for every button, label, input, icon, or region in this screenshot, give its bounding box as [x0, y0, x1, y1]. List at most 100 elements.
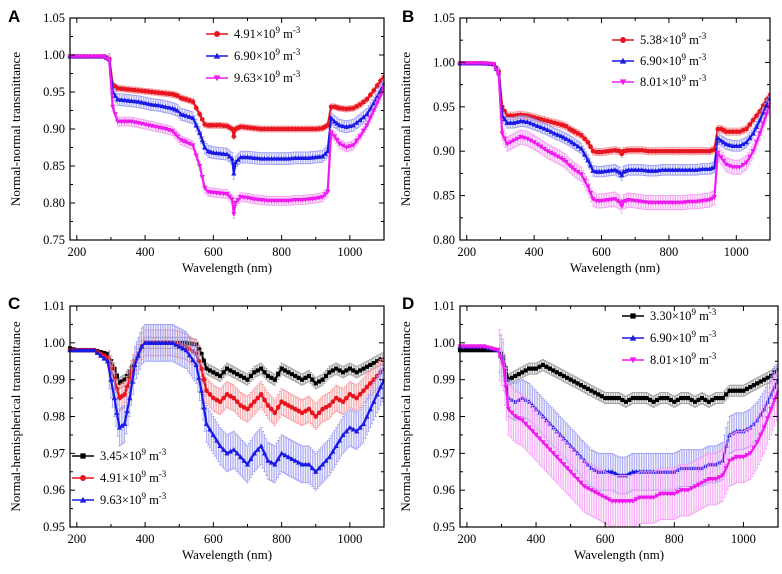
data-point: [693, 199, 699, 205]
data-point: [299, 155, 305, 160]
data-point: [201, 359, 207, 364]
data-point: [703, 166, 709, 172]
data-point: [231, 134, 237, 139]
data-point: [357, 102, 363, 107]
y-tick-label: 0.80: [433, 233, 455, 247]
panel-b: B 200 400 600 800 1000 0.80 0.85 0.90 0.95 1.00 1.0…: [398, 7, 772, 275]
data-point: [166, 91, 172, 97]
data-point: [300, 377, 305, 382]
data-point: [686, 199, 692, 205]
data-point: [262, 397, 267, 403]
data-point: [744, 126, 749, 132]
data-point: [683, 167, 689, 172]
data-point: [368, 92, 373, 98]
data-point: [747, 135, 753, 140]
legend-marker: [214, 31, 220, 37]
y-tick-label: 0.95: [43, 85, 65, 99]
data-point: [368, 362, 373, 368]
data-point: [245, 125, 250, 130]
data-point: [265, 373, 271, 379]
data-point: [588, 144, 593, 150]
data-point: [214, 150, 220, 156]
data-point: [142, 100, 148, 106]
data-point: [730, 129, 736, 135]
data-point: [201, 377, 207, 383]
data-point: [218, 373, 223, 379]
data-point: [689, 167, 696, 172]
legend-item-red: 4.91×109 m-3: [206, 25, 301, 41]
legend-item-red: 5.38×109 m-3: [612, 31, 707, 47]
data-point: [693, 148, 699, 154]
y-tick-label: 1.00: [43, 48, 65, 62]
data-point: [683, 200, 689, 205]
data-point: [325, 189, 331, 195]
data-point: [292, 155, 298, 160]
data-point: [538, 124, 544, 130]
data-point: [139, 88, 145, 94]
data-point: [676, 167, 682, 172]
data-point: [730, 165, 736, 170]
data-point: [718, 155, 724, 161]
data-point: [673, 200, 679, 206]
data-point: [642, 167, 648, 173]
data-point: [331, 134, 338, 139]
data-point: [764, 111, 770, 117]
x-tick-label: 200: [67, 245, 86, 259]
data-point: [617, 200, 623, 206]
data-point: [115, 85, 121, 91]
data-point: [340, 123, 346, 129]
data-point: [204, 388, 209, 394]
data-point: [313, 196, 319, 202]
data-point: [563, 136, 569, 141]
data-point: [344, 106, 349, 112]
data-point: [340, 399, 346, 405]
data-point: [320, 406, 325, 412]
data-point: [371, 108, 377, 114]
data-point: [231, 170, 237, 176]
data-point: [238, 154, 244, 160]
data-point: [276, 372, 281, 377]
data-point: [112, 93, 118, 98]
data-point: [569, 139, 575, 145]
data-point: [733, 129, 739, 135]
data-point: [159, 103, 165, 109]
data-point: [715, 150, 721, 156]
data-point: [347, 392, 353, 397]
data-point: [340, 143, 346, 149]
data-point: [186, 114, 193, 119]
panel-letter: C: [8, 294, 20, 313]
data-point: [747, 154, 753, 160]
data-point: [652, 200, 659, 206]
data-point: [743, 139, 750, 145]
data-point: [84, 54, 90, 60]
data-point: [659, 148, 665, 154]
data-point: [310, 377, 315, 382]
legend-marker: [620, 37, 626, 43]
data-point: [330, 399, 336, 405]
data-point: [202, 144, 208, 150]
data-point: [361, 99, 366, 105]
data-point: [757, 131, 763, 137]
data-point: [197, 111, 203, 117]
data-point: [70, 54, 77, 60]
data-point: [666, 200, 672, 206]
data-point: [275, 126, 281, 132]
data-point: [244, 154, 251, 160]
data-point: [548, 150, 554, 156]
data-point: [114, 386, 120, 392]
data-point: [289, 198, 295, 204]
data-point: [361, 388, 366, 394]
data-point: [118, 119, 124, 125]
data-point: [582, 151, 588, 157]
data-point: [646, 148, 652, 154]
data-point: [351, 368, 356, 373]
data-point: [614, 198, 621, 204]
x-tick-label: 1000: [724, 245, 749, 259]
data-point: [555, 132, 561, 137]
legend-marker: [213, 52, 221, 59]
panel-letter: A: [8, 7, 20, 26]
data-point: [214, 372, 219, 377]
data-point: [723, 129, 729, 135]
data-point: [534, 123, 541, 128]
